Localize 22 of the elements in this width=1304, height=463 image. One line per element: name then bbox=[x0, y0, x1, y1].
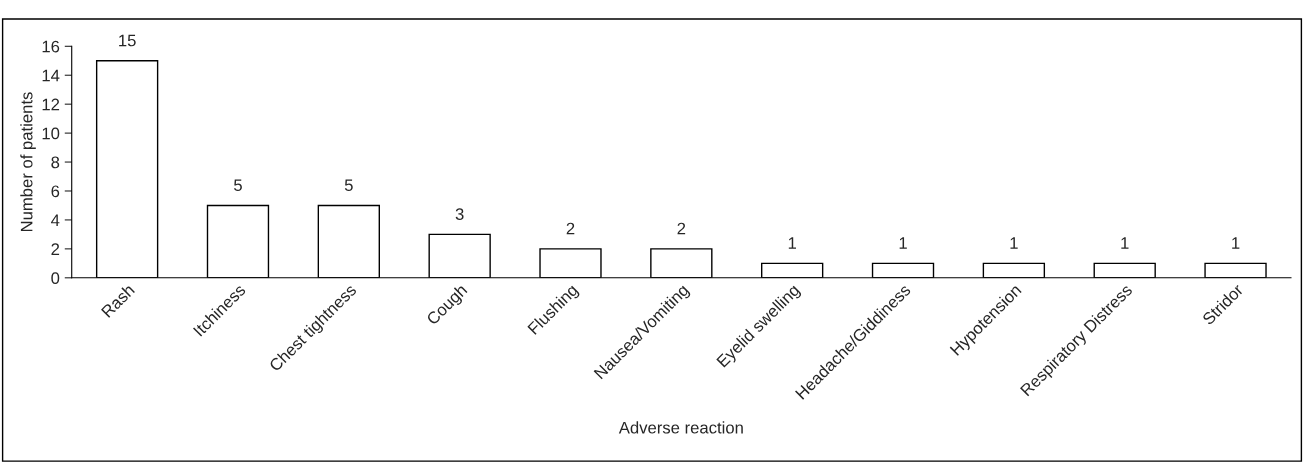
y-tick-label: 14 bbox=[42, 69, 60, 82]
data-label: 3 bbox=[455, 208, 464, 220]
data-label: 5 bbox=[344, 179, 353, 192]
data-label: 1 bbox=[1121, 237, 1129, 249]
data-label: 1 bbox=[1232, 237, 1240, 249]
data-label: 1 bbox=[899, 237, 907, 249]
y-tick-label: 6 bbox=[51, 185, 60, 198]
data-label: 15 bbox=[119, 34, 136, 47]
y-axis-title: Number of patients bbox=[20, 92, 36, 232]
data-label: 2 bbox=[566, 222, 575, 235]
data-label: 5 bbox=[234, 179, 242, 192]
data-label: 2 bbox=[677, 222, 686, 235]
y-tick-label: 10 bbox=[42, 127, 60, 140]
x-axis-title: Adverse reaction bbox=[618, 421, 743, 434]
y-tick-label: 8 bbox=[51, 156, 60, 169]
data-label: 1 bbox=[1010, 237, 1018, 249]
y-tick-label: 0 bbox=[51, 272, 60, 284]
y-tick-label: 16 bbox=[42, 40, 60, 53]
y-tick-label: 12 bbox=[42, 98, 60, 111]
y-tick-label: 2 bbox=[51, 243, 60, 255]
data-label: 1 bbox=[788, 237, 796, 249]
y-tick-label: 4 bbox=[51, 214, 60, 226]
